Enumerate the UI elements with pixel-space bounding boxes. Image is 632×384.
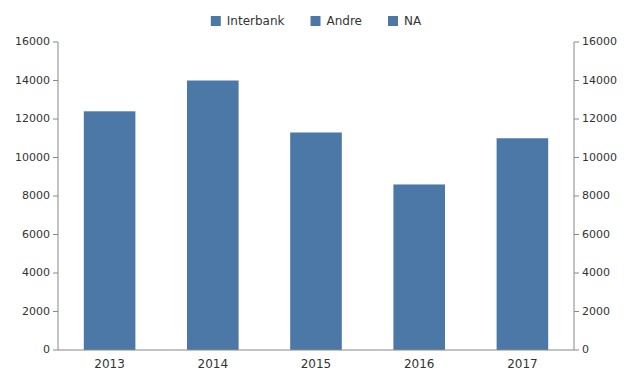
tick-mark	[574, 80, 579, 81]
tick-label: 0	[582, 343, 589, 356]
legend: Interbank Andre NA	[211, 14, 422, 28]
tick-mark	[574, 157, 579, 158]
x-axis-line	[58, 350, 574, 351]
tick-label: 0	[43, 343, 50, 356]
tick-mark	[53, 80, 58, 81]
x-tick-label: 2014	[198, 357, 229, 371]
tick-label: 6000	[22, 228, 50, 241]
x-tick-labels: 2013 2014 2015 2016 2017	[94, 357, 537, 371]
yticks-ticks: 0 2000 4000 6000 8000 10000 12000 14000 16000	[15, 35, 58, 356]
tick-label: 4000	[22, 266, 50, 279]
bars	[84, 81, 548, 351]
chart-svg: 0 2000 4000 6000 8000 10000 12000 14000 16000 0 20…	[0, 0, 632, 384]
tick-label: 8000	[582, 189, 610, 202]
tick-label: 14000	[15, 74, 50, 87]
tick-mark	[53, 273, 58, 274]
tick-label: 2000	[582, 305, 610, 318]
y2ticks-ticks: 0 2000 4000 6000 8000 10000 12000 14000 16000	[574, 35, 617, 356]
bar	[497, 138, 549, 350]
chart-container: 0 2000 4000 6000 8000 10000 12000 14000 16000 0 20…	[0, 0, 632, 384]
bar	[393, 184, 445, 350]
legend-item: Interbank	[211, 14, 285, 28]
bar	[187, 81, 239, 351]
legend-swatch	[388, 16, 398, 26]
tick-label: 4000	[582, 266, 610, 279]
legend-label: NA	[404, 14, 422, 28]
tick-mark	[53, 311, 58, 312]
legend-item: NA	[388, 14, 422, 28]
x-tick-label: 2013	[94, 357, 125, 371]
tick-mark	[574, 311, 579, 312]
tick-mark	[574, 196, 579, 197]
tick-mark	[53, 119, 58, 120]
tick-mark	[574, 119, 579, 120]
legend-swatch	[211, 16, 221, 26]
tick-mark	[53, 350, 58, 351]
tick-mark	[574, 273, 579, 274]
axes	[58, 42, 574, 350]
tick-label: 10000	[15, 151, 50, 164]
tick-mark	[574, 42, 579, 43]
x-tick-label: 2016	[404, 357, 435, 371]
tick-mark	[53, 196, 58, 197]
tick-label: 10000	[582, 151, 617, 164]
tick-label: 16000	[15, 35, 50, 48]
bar	[290, 132, 342, 350]
tick-mark	[53, 42, 58, 43]
tick-label: 12000	[15, 112, 50, 125]
x-tick-label: 2017	[507, 357, 538, 371]
x-tick-label: 2015	[301, 357, 332, 371]
bar	[84, 111, 136, 350]
tick-label: 8000	[22, 189, 50, 202]
tick-label: 6000	[582, 228, 610, 241]
tick-mark	[574, 350, 579, 351]
tick-label: 14000	[582, 74, 617, 87]
tick-label: 12000	[582, 112, 617, 125]
tick-mark	[574, 234, 579, 235]
tick-label: 2000	[22, 305, 50, 318]
legend-label: Interbank	[227, 14, 285, 28]
legend-swatch	[311, 16, 321, 26]
tick-label: 16000	[582, 35, 617, 48]
page: {"chart_data": {"type": "bar", "categori…	[0, 0, 632, 384]
legend-label: Andre	[327, 14, 362, 28]
legend-item: Andre	[311, 14, 362, 28]
tick-mark	[53, 157, 58, 158]
tick-mark	[53, 234, 58, 235]
